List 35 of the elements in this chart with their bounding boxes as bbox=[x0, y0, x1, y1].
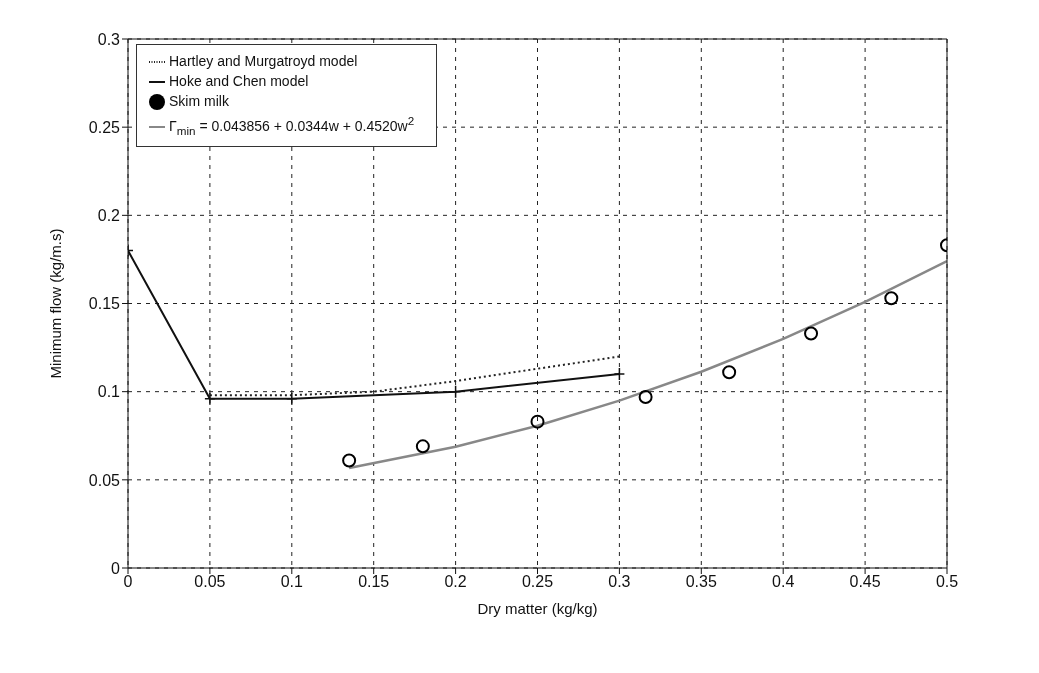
point bbox=[449, 384, 462, 399]
point bbox=[804, 326, 819, 341]
point bbox=[530, 414, 545, 429]
legend-label: Γ$_{min}$ = 0.043856 + 0.0344w + 0.4520w$^{2}$ bbox=[169, 114, 415, 137]
x-tick-label: 0.5 bbox=[935, 573, 959, 591]
x-tick-label: 0.15 bbox=[358, 573, 390, 591]
point bbox=[286, 391, 298, 406]
legend-label: Hartley and Murgatroyd model bbox=[169, 53, 358, 69]
x-tick-label: 0 bbox=[123, 573, 133, 591]
point bbox=[884, 291, 899, 306]
x-tick-label: 0.45 bbox=[849, 573, 881, 591]
point bbox=[342, 453, 357, 468]
x-axis-title: Dry matter (kg/kg) bbox=[477, 600, 598, 617]
point bbox=[722, 365, 737, 380]
x-tick-label: 0.2 bbox=[444, 573, 467, 591]
point bbox=[415, 439, 430, 454]
x-tick-label: 0.25 bbox=[521, 573, 554, 591]
legend-label: Skim milk bbox=[169, 93, 229, 109]
legend-label: Hoke and Chen model bbox=[169, 73, 309, 89]
y-tick-label: 0.05 bbox=[88, 471, 121, 489]
y-axis-title: Minimum flow (kg/m.s) bbox=[47, 228, 65, 379]
point bbox=[613, 367, 626, 381]
y-tick-label: 0 bbox=[111, 559, 121, 577]
point bbox=[204, 391, 216, 406]
x-tick-label: 0.05 bbox=[194, 573, 226, 591]
y-tick-label: 0.1 bbox=[97, 383, 121, 401]
point bbox=[638, 389, 653, 404]
x-tick-label: 0.35 bbox=[685, 573, 717, 591]
x-tick-label: 0.3 bbox=[608, 573, 631, 591]
x-tick-label: 0.1 bbox=[280, 573, 304, 591]
x-tick-label: 0.4 bbox=[772, 573, 795, 591]
y-tick-label: 0.3 bbox=[97, 30, 121, 48]
y-tick-label: 0.2 bbox=[97, 207, 121, 225]
y-tick-label: 0.15 bbox=[88, 295, 121, 313]
y-tick-label: 0.25 bbox=[88, 118, 121, 136]
